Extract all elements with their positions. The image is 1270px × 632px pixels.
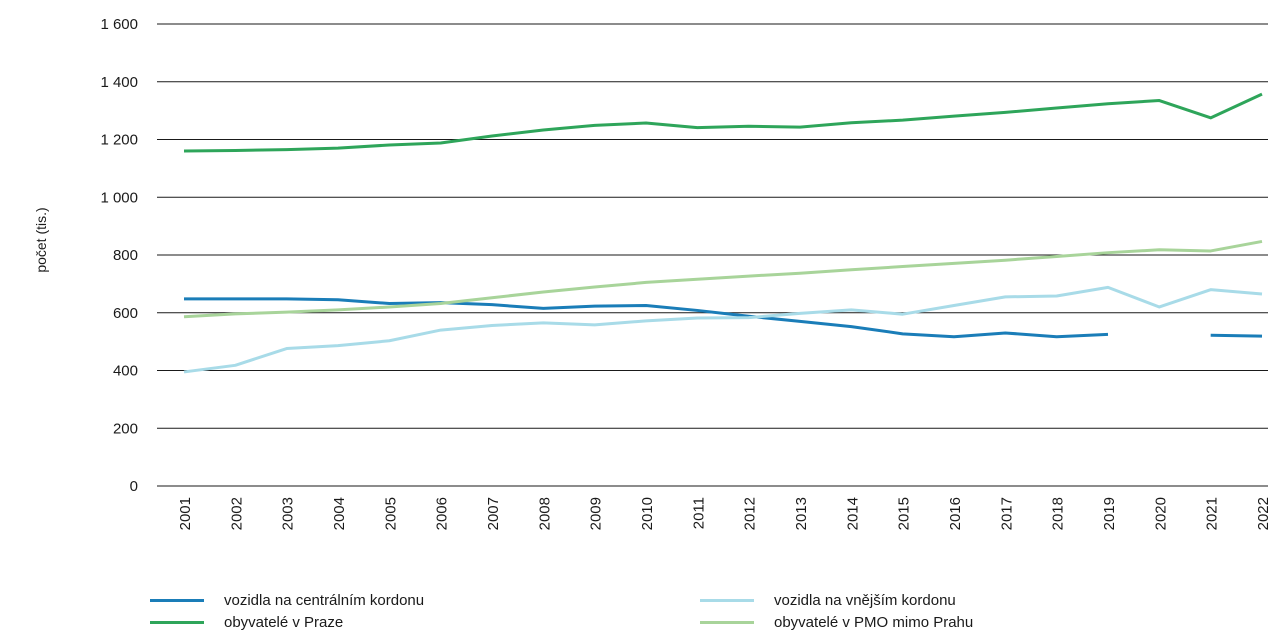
legend-item-pmo: obyvatelé v PMO mimo Prahu (700, 612, 973, 632)
legend-label: vozidla na vnějším kordonu (774, 591, 956, 609)
legend-swatch-outer (700, 598, 754, 602)
y-tick-label: 1 600 (100, 16, 138, 33)
y-tick-label: 1 000 (100, 189, 138, 206)
x-tick-label: 2001 (177, 497, 194, 530)
grid-lines (157, 23, 1268, 487)
x-tick-label: 2019 (1101, 497, 1118, 530)
y-tick-label: 0 (130, 478, 138, 495)
x-tick-label: 2013 (793, 497, 810, 530)
x-tick-label: 2017 (998, 497, 1015, 530)
x-tick-label: 2003 (280, 497, 297, 530)
legend-label: obyvatelé v Praze (224, 613, 344, 631)
legend-item-prague: obyvatelé v Praze (150, 612, 343, 632)
x-tick-label: 2021 (1204, 497, 1221, 530)
x-tick-label: 2016 (947, 497, 964, 530)
x-tick-label: 2002 (228, 497, 245, 530)
legend-swatch-prague (150, 620, 204, 624)
x-tick-label: 2012 (742, 497, 759, 530)
x-tick-label: 2014 (844, 497, 861, 530)
x-tick-label: 2022 (1255, 497, 1270, 530)
series-line-2 (183, 92, 1263, 153)
x-tick-label: 2004 (331, 497, 348, 530)
series-line-0 (1210, 333, 1263, 338)
x-tick-label: 2009 (588, 497, 605, 530)
x-tick-label: 2005 (382, 497, 399, 530)
y-tick-label: 400 (113, 363, 138, 380)
legend-label: vozidla na centrálním kordonu (224, 591, 425, 609)
y-tick-label: 800 (113, 247, 138, 264)
legend-swatch-pmo (700, 620, 754, 624)
y-tick-label: 1 200 (100, 132, 138, 149)
y-axis-label: počet (tis.) (33, 207, 49, 272)
x-axis-ticks: 2001 2002 2003 2004 2005 2006 2007 2008 2009 2010… (177, 497, 1270, 530)
x-tick-label: 2008 (536, 497, 553, 530)
y-tick-label: 1 400 (100, 74, 138, 91)
legend-label: obyvatelé v PMO mimo Prahu (774, 613, 974, 631)
x-tick-label: 2020 (1152, 497, 1169, 530)
x-tick-label: 2011 (690, 497, 707, 529)
y-tick-label: 200 (113, 420, 138, 437)
x-tick-label: 2007 (485, 497, 502, 530)
y-tick-label: 600 (113, 305, 138, 322)
y-axis-ticks: 0 200 400 600 800 1 000 1 200 1 400 1 600 (100, 16, 138, 495)
series-line-1 (183, 285, 1263, 374)
x-tick-label: 2015 (896, 497, 913, 530)
series-line-0 (184, 297, 1109, 339)
x-tick-label: 2018 (1050, 497, 1067, 530)
series-lines (183, 92, 1263, 374)
legend-item-outer: vozidla na vnějším kordonu (700, 590, 956, 610)
legend-swatch-central (150, 598, 204, 602)
x-tick-label: 2006 (434, 497, 451, 530)
series-line-3 (183, 239, 1263, 319)
legend-item-central: vozidla na centrálním kordonu (150, 590, 424, 610)
x-tick-label: 2010 (639, 497, 656, 530)
